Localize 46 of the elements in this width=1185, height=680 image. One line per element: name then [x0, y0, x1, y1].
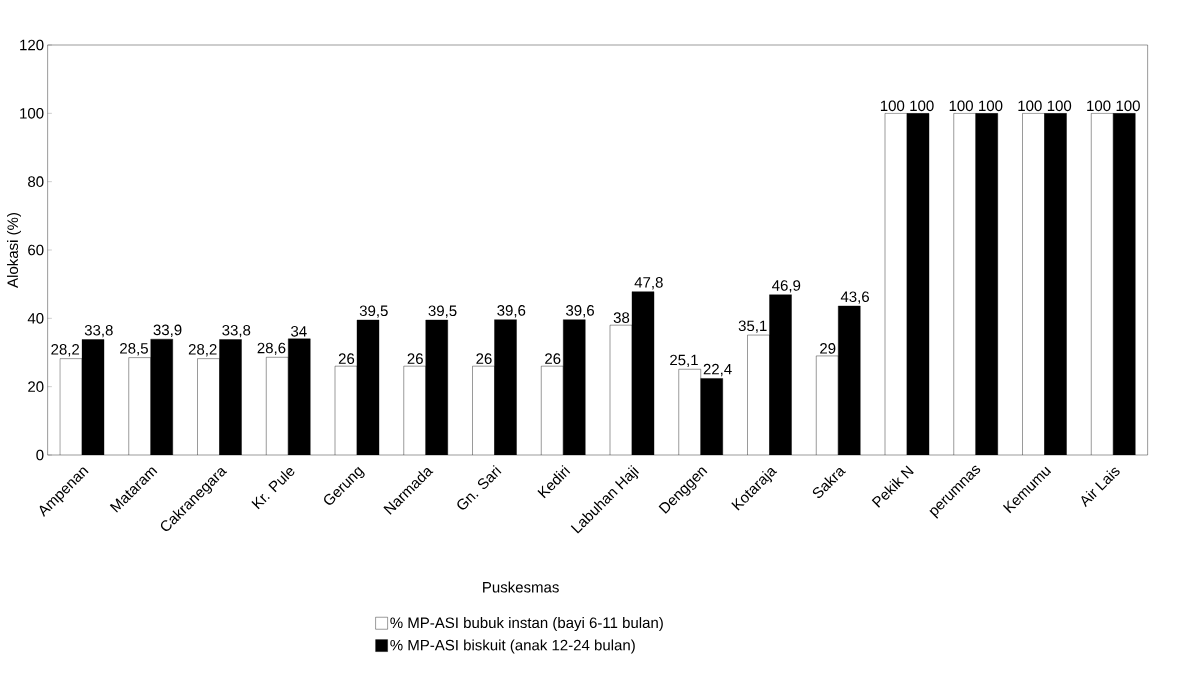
y-tick-label: 100: [20, 108, 44, 119]
data-label: 28,5: [120, 343, 148, 356]
data-label: 22,4: [703, 363, 732, 377]
data-label: 34: [291, 326, 307, 337]
data-label: 43,6: [840, 291, 869, 304]
data-label: 28,2: [188, 344, 217, 357]
data-label: 26: [476, 353, 492, 364]
y-tick-label: 80: [28, 176, 44, 187]
data-label: 29: [820, 343, 836, 354]
data-label: 26: [338, 353, 355, 364]
data-label: 38: [613, 312, 630, 323]
x-tick-label: Air Lais: [1081, 467, 1120, 508]
data-label: 39,6: [566, 305, 594, 318]
data-label: 25,1: [670, 354, 698, 368]
data-label: 100: [979, 100, 1003, 112]
data-label: 39,6: [497, 305, 526, 318]
data-label: 39,5: [428, 305, 457, 318]
data-label: 39,5: [359, 305, 388, 318]
data-label: 100: [1047, 100, 1072, 112]
data-label: 100: [880, 100, 905, 112]
data-label: 47,8: [634, 277, 663, 290]
data-label: 46,9: [772, 280, 801, 293]
data-label: 33,9: [153, 324, 182, 337]
data-label: 100: [910, 100, 934, 112]
y-tick-label: 20: [28, 381, 44, 392]
data-label: 100: [1087, 100, 1111, 112]
x-tick-label: Gn. Sari: [457, 464, 502, 510]
data-label: 35,1: [738, 320, 767, 333]
y-tick-label: 60: [28, 244, 44, 256]
y-tick-label: 120: [20, 39, 44, 51]
data-label: 100: [1116, 100, 1140, 112]
y-axis-title: Alokasi (%): [7, 213, 21, 288]
y-tick-label: 0: [36, 449, 44, 461]
data-label: 26: [407, 353, 423, 364]
data-label: 33,8: [222, 324, 251, 338]
data-label: 100: [949, 100, 973, 112]
x-axis-title: Puskesmas: [483, 581, 559, 593]
x-tick-label: Kr. Pule: [251, 468, 295, 510]
data-label: 100: [1018, 100, 1042, 112]
data-label: 33,8: [84, 324, 113, 338]
legend-label: % MP-ASI biskuit (anak 12-24 bulan): [390, 639, 635, 654]
legend-label: % MP-ASI bubuk instan (bayi 6-11 bulan): [390, 617, 663, 632]
data-label: 26: [545, 353, 561, 364]
data-label: 28,6: [257, 342, 286, 356]
data-label: 28,2: [51, 344, 80, 357]
y-tick-label: 40: [27, 313, 44, 324]
